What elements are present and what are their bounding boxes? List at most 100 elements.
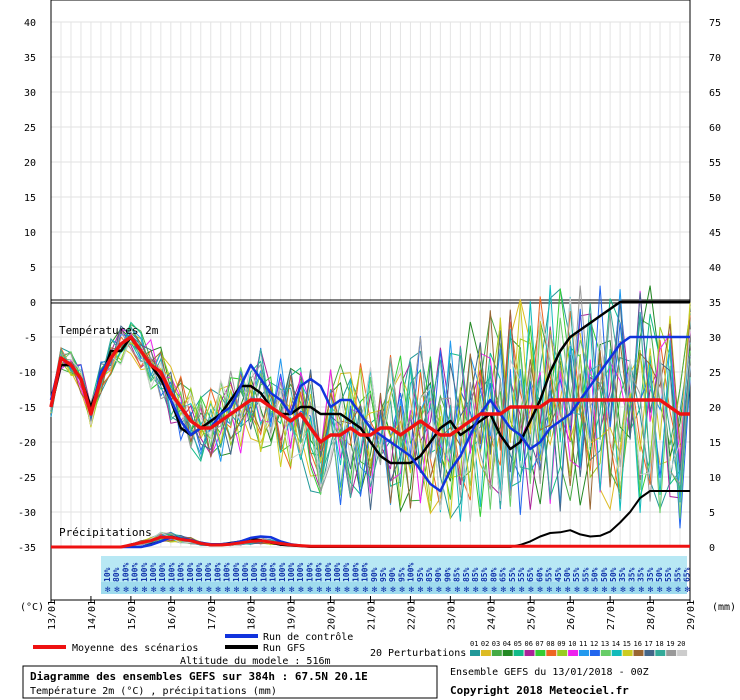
snowflake-icon: ✻ [620, 585, 626, 595]
snowflake-icon: ✻ [298, 585, 304, 595]
temp-section-label: Températures 2m [59, 324, 159, 337]
left-unit-label: (°C) [20, 602, 44, 613]
perturbation-legend: 01 02 03 04 05 06 07 08 09 10 11 12 13 14 15 16 17 18 19 20 [470, 640, 688, 656]
probability-strip-base [101, 582, 687, 594]
snowflake-icon: ✻ [473, 585, 479, 595]
left-tick-label: 10 [24, 228, 36, 239]
date-label: 21/01 [367, 600, 378, 630]
probability-value: 100% [324, 563, 333, 582]
perturbation-line [50, 285, 691, 513]
legend-control-label: Run de contrôle [263, 631, 353, 643]
perturbation-swatch [568, 650, 579, 656]
snowflake-icon: ✻ [445, 585, 451, 595]
left-tick-label: -35 [18, 543, 36, 554]
snowflake-icon: ✻ [271, 585, 277, 595]
right-tick-label: 40 [709, 263, 721, 274]
probability-value: 35% [618, 567, 627, 582]
date-label: 20/01 [327, 600, 338, 630]
perturbation-number: 10 [568, 640, 576, 648]
probability-value: 50% [563, 567, 572, 582]
left-tick-label: 15 [24, 193, 36, 204]
snowflake-icon: ✻ [335, 585, 341, 595]
probability-value: 100% [333, 563, 342, 582]
perturbation-swatch [633, 650, 644, 656]
perturbation-number: 20 [677, 640, 685, 648]
perturbation-number: 18 [655, 640, 663, 648]
left-tick-label: 30 [24, 88, 36, 99]
perturbation-swatch [480, 650, 491, 656]
snowflake-icon: ✻ [317, 585, 323, 595]
snowflake-icon: ✻ [675, 585, 681, 595]
snowflake-icon: ✻ [179, 585, 185, 595]
perturbation-number: 19 [666, 640, 674, 648]
right-tick-label: 20 [709, 403, 721, 414]
probability-value: 100% [149, 563, 158, 582]
probability-value: 80% [112, 567, 121, 582]
snowflake-icon: ✻ [289, 585, 295, 595]
right-tick-label: 15 [709, 438, 721, 449]
snowflake-icon: ✻ [234, 585, 240, 595]
snowflake-icon: ✻ [666, 585, 672, 595]
perturbation-swatch [666, 650, 677, 656]
snowflake-icon: ✻ [464, 585, 470, 595]
probability-value: 100% [305, 563, 314, 582]
perturbation-line [50, 309, 691, 510]
perturbation-number: 02 [481, 640, 489, 648]
snowflake-icon: ✻ [436, 585, 442, 595]
probability-value: 35% [627, 567, 636, 582]
main-series [49, 300, 690, 493]
probability-value: 45% [554, 567, 563, 582]
perturbation-line [50, 289, 691, 506]
snowflake-icon: ✻ [188, 585, 194, 595]
perturbation-line [50, 302, 691, 508]
legend-mean-label: Moyenne des scénarios [72, 642, 198, 654]
snowflake-icon: ✻ [372, 585, 378, 595]
right-tick-label: 30 [709, 333, 721, 344]
snowflake-icon: ✻ [160, 585, 166, 595]
probability-value: 100% [186, 563, 195, 582]
probability-value: 100% [195, 563, 204, 582]
date-label: 19/01 [287, 600, 298, 630]
right-tick-label: 45 [709, 228, 721, 239]
probability-value: 100% [287, 563, 296, 582]
perturbation-swatch [644, 650, 655, 656]
date-label: 22/01 [406, 600, 417, 630]
snowflake-icon: ✻ [611, 585, 617, 595]
probability-value: 100% [213, 563, 222, 582]
probability-value: 100% [131, 563, 140, 582]
probability-value: 100% [296, 563, 305, 582]
probability-value: 90% [388, 567, 397, 582]
left-tick-label: -25 [18, 473, 36, 484]
snowflake-icon: ✻ [169, 585, 175, 595]
snowflake-icon: ✻ [510, 585, 516, 595]
perturbation-swatch [491, 650, 502, 656]
snowflake-icon: ✻ [215, 585, 221, 595]
snowflake-icon: ✻ [206, 585, 212, 595]
perturbation-swatch [579, 650, 589, 656]
perturbation-swatch [611, 650, 622, 656]
snowflake-icon: ✻ [556, 585, 562, 595]
snowflake-icon: ✻ [602, 585, 608, 595]
left-tick-label: 0 [30, 298, 36, 309]
perturbation-swatch [546, 650, 557, 656]
snowflake-icon: ✻ [409, 585, 415, 595]
gfs-temp-line [49, 300, 690, 465]
probability-value: 55% [545, 567, 554, 582]
perturbations-label: 20 Perturbations [370, 648, 466, 659]
probability-value: 35% [646, 567, 655, 582]
probability-value: 10% [103, 567, 112, 582]
probability-value: 65% [499, 567, 508, 582]
probability-value: 65% [526, 567, 535, 582]
date-label: 29/01 [686, 600, 697, 630]
perturbation-number: 05 [514, 640, 522, 648]
snowflake-icon: ✻ [399, 585, 405, 595]
probability-value: 95% [379, 567, 388, 582]
perturbation-swatch [677, 650, 688, 656]
probability-value: 85% [425, 567, 434, 582]
probability-value: 55% [664, 567, 673, 582]
precip-mean-line [51, 535, 690, 549]
perturbation-number: 17 [644, 640, 652, 648]
snowflake-icon: ✻ [142, 585, 148, 595]
probability-value: 55% [517, 567, 526, 582]
